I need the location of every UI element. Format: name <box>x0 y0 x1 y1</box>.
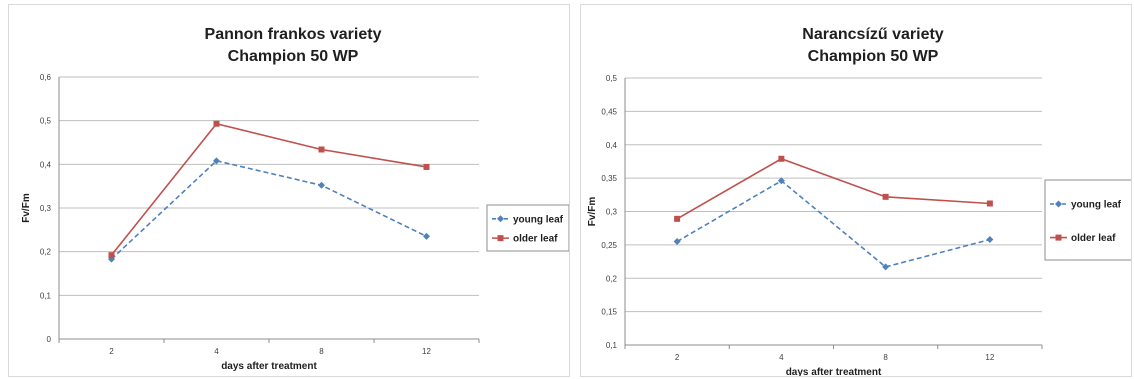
y-tick-label: 0,6 <box>40 73 52 82</box>
data-point-young-leaf <box>423 232 430 240</box>
series-line-older-leaf <box>110 122 427 256</box>
y-tick-label: 0,35 <box>601 174 617 183</box>
y-tick-label: 0,1 <box>606 341 618 350</box>
y-tick-label: 0,2 <box>606 274 618 283</box>
y-tick-label: 0,1 <box>40 291 52 300</box>
chart-title-line-2: Champion 50 WP <box>808 48 939 65</box>
y-tick-label: 0 <box>47 335 52 344</box>
data-point-young-leaf <box>213 157 220 165</box>
data-point-older-leaf <box>986 200 993 207</box>
legend-marker-older-leaf <box>1055 234 1062 241</box>
y-tick-label: 0,25 <box>601 241 617 250</box>
data-point-older-leaf <box>213 120 220 127</box>
data-point-young-leaf <box>318 181 325 189</box>
y-tick-label: 0,4 <box>40 160 52 169</box>
chart-title-line-1: Narancsízű variety <box>802 26 944 43</box>
legend-label-young-leaf: young leaf <box>1071 200 1122 211</box>
x-tick-label: 2 <box>109 347 114 356</box>
legend-marker-older-leaf <box>497 235 504 242</box>
y-axis-title: Fv/Fm <box>587 197 598 227</box>
series-line-young-leaf <box>676 179 991 268</box>
legend-box <box>486 204 569 252</box>
x-tick-label: 4 <box>779 353 784 362</box>
data-point-older-leaf <box>674 215 681 222</box>
y-axis-title: Fv/Fm <box>21 193 32 223</box>
x-tick-label: 4 <box>214 347 219 356</box>
chart-panel-pannon: Pannon frankos variety Champion 50 WP 0 0,1… <box>8 4 570 377</box>
y-tick-label: 0,15 <box>601 308 617 317</box>
x-tick-label: 8 <box>883 353 888 362</box>
chart-svg-narancsizu: Narancsízű variety Champion 50 WP 0,1 0,15 0… <box>587 26 1131 377</box>
y-tick-label: 0,3 <box>606 208 618 217</box>
chart-title-line-1: Pannon frankos variety <box>205 26 382 43</box>
legend-label-older-leaf: older leaf <box>1071 233 1116 244</box>
chart-panel-narancsizu: Narancsízű variety Champion 50 WP 0,1 0,15 0… <box>580 4 1132 377</box>
legend-marker-young-leaf <box>1055 200 1062 208</box>
x-tick-label: 12 <box>422 347 431 356</box>
data-point-young-leaf <box>882 263 890 271</box>
data-point-young-leaf <box>986 236 994 244</box>
series-line-older-leaf <box>676 157 990 220</box>
data-point-older-leaf <box>882 193 889 200</box>
x-tick-label: 12 <box>985 353 994 362</box>
chart-title-line-2: Champion 50 WP <box>228 48 359 65</box>
data-point-young-leaf <box>777 177 785 185</box>
series-line-young-leaf <box>110 159 427 260</box>
data-point-older-leaf <box>108 252 115 259</box>
legend-marker-young-leaf <box>497 215 504 223</box>
data-point-older-leaf <box>423 163 430 170</box>
x-axis-title: days after treatment <box>221 361 317 372</box>
chart-svg-pannon: Pannon frankos variety Champion 50 WP 0 0,1… <box>21 26 569 372</box>
data-point-older-leaf <box>318 146 325 153</box>
y-tick-label: 0,3 <box>40 204 52 213</box>
x-tick-label: 8 <box>319 347 324 356</box>
y-tick-label: 0,45 <box>601 107 617 116</box>
y-tick-label: 0,2 <box>40 248 52 257</box>
x-axis-title: days after treatment <box>786 367 882 377</box>
y-tick-label: 0,5 <box>40 117 52 126</box>
legend-label-older-leaf: older leaf <box>513 234 558 245</box>
data-point-young-leaf <box>673 238 681 246</box>
y-tick-label: 0,5 <box>606 74 618 83</box>
data-point-older-leaf <box>778 155 785 162</box>
legend-box <box>1044 179 1131 261</box>
x-tick-label: 2 <box>675 353 680 362</box>
legend-label-young-leaf: young leaf <box>513 214 564 225</box>
y-tick-label: 0,4 <box>606 141 618 150</box>
